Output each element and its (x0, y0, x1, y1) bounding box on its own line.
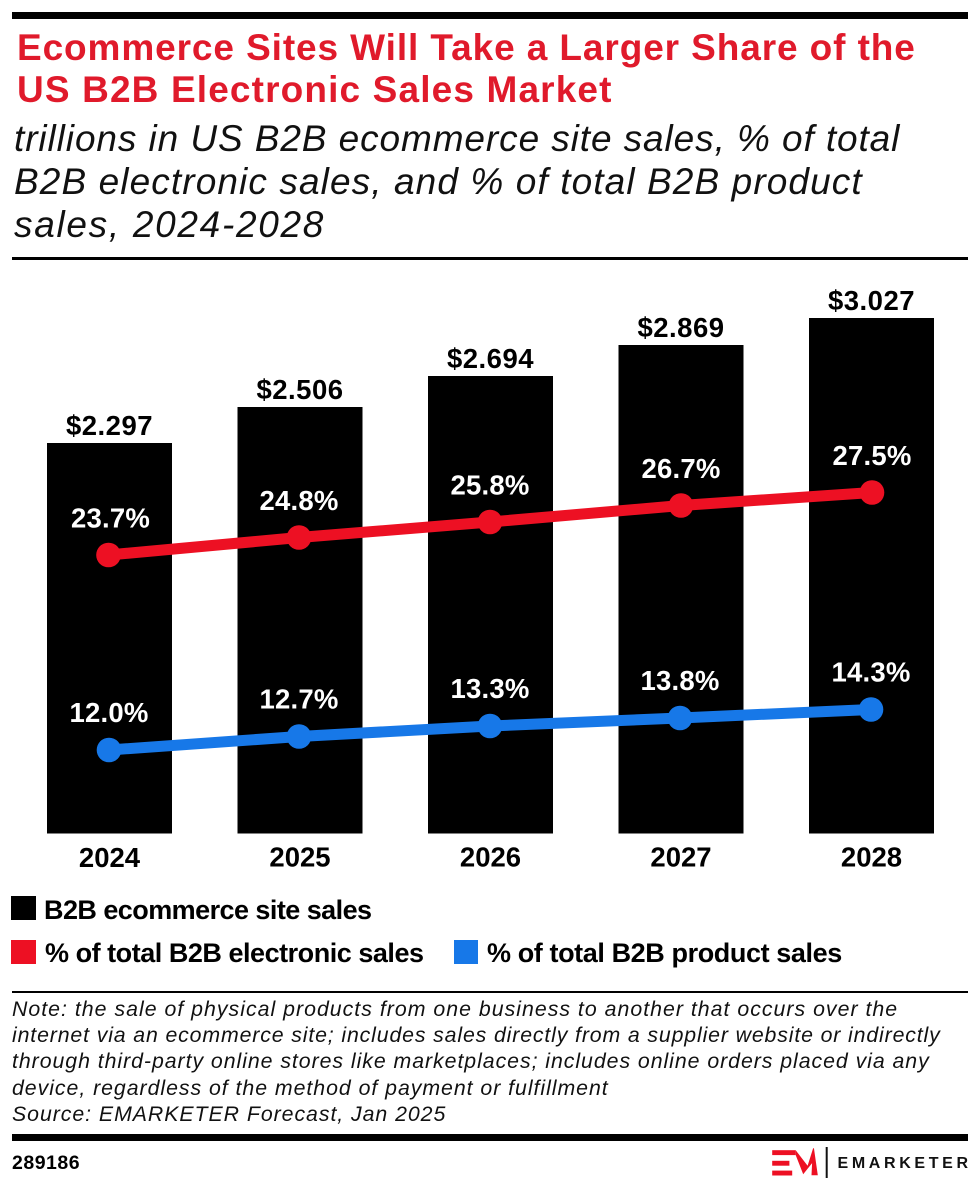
svg-text:24.8%: 24.8% (260, 485, 339, 516)
svg-text:2026: 2026 (460, 842, 521, 873)
svg-text:2027: 2027 (650, 842, 711, 873)
svg-text:12.0%: 12.0% (70, 697, 149, 728)
svg-text:$3.027: $3.027 (828, 285, 915, 316)
svg-text:25.8%: 25.8% (451, 470, 530, 501)
svg-text:$2.297: $2.297 (66, 410, 153, 441)
svg-text:13.3%: 13.3% (451, 673, 530, 704)
svg-text:23.7%: 23.7% (71, 503, 150, 534)
svg-text:2028: 2028 (841, 842, 902, 873)
svg-text:$2.694: $2.694 (447, 343, 534, 374)
svg-text:2024: 2024 (79, 842, 141, 873)
svg-text:13.8%: 13.8% (641, 665, 720, 696)
svg-text:14.3%: 14.3% (832, 657, 911, 688)
svg-text:12.7%: 12.7% (260, 684, 339, 715)
svg-text:26.7%: 26.7% (642, 453, 721, 484)
svg-text:EMARKETER: EMARKETER (838, 1155, 972, 1172)
svg-text:2025: 2025 (269, 842, 330, 873)
svg-text:$2.869: $2.869 (637, 312, 724, 343)
svg-text:27.5%: 27.5% (833, 440, 912, 471)
svg-text:$2.506: $2.506 (256, 374, 343, 405)
